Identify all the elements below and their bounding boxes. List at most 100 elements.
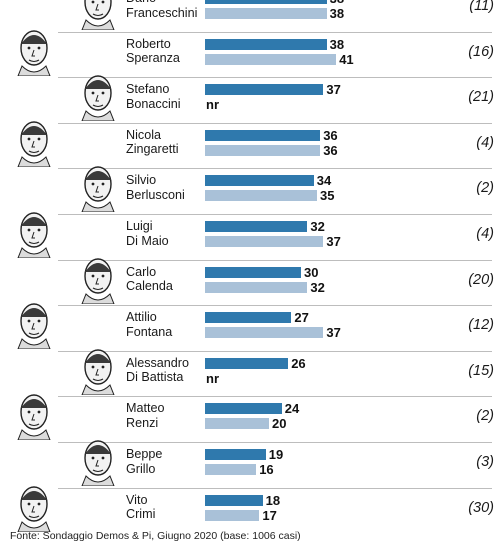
bar-series-2 xyxy=(205,53,337,65)
last-name: Franceschini xyxy=(126,5,198,20)
value-label-series-1: 34 xyxy=(316,173,332,189)
ratings-chart: DarioFranceschini3838(11)RobertoSperanza… xyxy=(0,0,502,532)
portrait-icon xyxy=(17,303,51,350)
chart-row: Silvio Berlusconi 34 35 (2) xyxy=(0,166,502,214)
count-label: (4) xyxy=(476,134,494,151)
bar-series-1 xyxy=(205,0,327,4)
last-name: Berlusconi xyxy=(126,187,185,202)
count-label: (3) xyxy=(476,454,494,470)
row-divider xyxy=(58,305,492,307)
chart-row: Alessandro Di Battista 26 nr (15) xyxy=(0,349,502,397)
first-name: Nicola xyxy=(126,127,161,142)
last-name: Fontana xyxy=(126,324,173,339)
row-divider xyxy=(58,77,492,79)
politician-name: Carlo Calenda xyxy=(126,265,173,294)
row-divider xyxy=(58,487,492,489)
bar-series-2 xyxy=(205,509,260,521)
first-name: Carlo xyxy=(126,264,157,279)
last-name: Crimi xyxy=(126,507,156,522)
first-name: Luigi xyxy=(126,219,153,233)
first-name: Dario xyxy=(126,0,197,6)
first-name: Beppe xyxy=(126,447,163,461)
row-divider xyxy=(58,350,492,352)
value-label-series-2: nr xyxy=(206,97,219,113)
politician-name: DarioFranceschini xyxy=(126,0,197,20)
bar-series-2 xyxy=(205,418,269,430)
row-divider xyxy=(58,214,492,215)
first-name: Vito xyxy=(126,492,148,507)
last-name: Di Battista xyxy=(126,370,184,385)
chart-row: Beppe Grillo 19 16 (3) xyxy=(0,440,502,488)
portrait-icon xyxy=(81,166,115,213)
chart-row: Stefano Bonaccini 37 nr (21) xyxy=(0,75,502,123)
value-label-series-2: 37 xyxy=(326,234,341,249)
value-label-series-2: 37 xyxy=(326,325,341,341)
first-name: Alessandro xyxy=(126,355,190,370)
value-label-series-1: 36 xyxy=(323,127,338,143)
first-name: Roberto xyxy=(126,36,171,51)
bar-series-2 xyxy=(205,190,317,202)
bar-series-2 xyxy=(205,8,327,19)
count-label: (2) xyxy=(476,180,494,197)
chart-row: Luigi Di Maio 32 37 (4) xyxy=(0,212,502,260)
value-label-series-1: 38 xyxy=(330,0,344,5)
bar-series-1 xyxy=(205,357,289,369)
value-label-series-2: 16 xyxy=(259,462,274,477)
last-name: Zingaretti xyxy=(126,142,179,157)
value-label-series-1: 32 xyxy=(310,219,325,234)
bar-series-1 xyxy=(205,494,263,506)
bar-series-2 xyxy=(205,144,321,156)
last-name: Di Maio xyxy=(126,233,169,248)
row-divider xyxy=(58,259,492,261)
last-name: Calenda xyxy=(126,279,173,294)
bar-series-2 xyxy=(205,464,257,475)
value-label-series-1: 30 xyxy=(304,264,319,280)
portrait-icon xyxy=(81,349,115,395)
first-name: Stefano xyxy=(126,82,170,97)
chart-row: DarioFranceschini 3838 (11) xyxy=(0,0,502,32)
row-divider xyxy=(58,396,492,398)
bar-series-1 xyxy=(205,266,301,278)
last-name: Grillo xyxy=(126,461,156,476)
row-divider xyxy=(58,31,492,33)
count-label: (2) xyxy=(476,408,494,425)
value-label-series-2: 20 xyxy=(272,416,287,432)
value-label-series-2: 41 xyxy=(339,51,354,67)
bar-series-1 xyxy=(205,84,324,96)
portrait-icon xyxy=(17,394,51,441)
row-divider xyxy=(58,168,492,170)
chart-row: Attilio Fontana 27 37 (12) xyxy=(0,303,502,351)
value-label-series-1: 26 xyxy=(291,355,306,371)
value-label-series-2: 38 xyxy=(329,6,345,21)
row-divider xyxy=(58,122,492,124)
bar-series-2 xyxy=(205,236,324,247)
portrait-icon xyxy=(81,440,115,486)
count-label: (20) xyxy=(468,271,494,288)
row-divider xyxy=(58,442,492,443)
value-label-series-1: 38 xyxy=(329,36,345,52)
politician-name: Roberto Speranza xyxy=(126,37,180,66)
portrait-icon xyxy=(81,257,115,304)
value-label-series-1: 24 xyxy=(284,401,300,417)
bar-series-1 xyxy=(205,449,266,460)
last-name: Renzi xyxy=(126,415,159,430)
value-label-series-2: 17 xyxy=(262,507,277,523)
bar-series-1 xyxy=(205,312,292,324)
first-name: Matteo xyxy=(126,401,165,416)
bar-series-2 xyxy=(205,327,324,339)
bar-series-2 xyxy=(205,281,308,293)
first-name: Silvio xyxy=(126,173,157,188)
politician-name: Vito Crimi xyxy=(126,493,155,522)
portrait-icon xyxy=(81,75,115,122)
politician-name: Nicola Zingaretti xyxy=(126,128,179,157)
bar-series-1 xyxy=(205,129,321,141)
politician-name: Matteo Renzi xyxy=(126,401,165,430)
source-note: Fonte: Sondaggio Demos & Pi, Giugno 2020… xyxy=(10,530,301,542)
portrait-icon xyxy=(17,29,51,76)
count-label: (12) xyxy=(468,317,494,334)
politician-name: Silvio Berlusconi xyxy=(126,173,185,202)
bar-series-1 xyxy=(205,221,308,232)
value-label-series-1: 27 xyxy=(294,310,309,326)
portrait-icon xyxy=(17,212,51,258)
chart-row: Carlo Calenda 30 32 (20) xyxy=(0,257,502,306)
